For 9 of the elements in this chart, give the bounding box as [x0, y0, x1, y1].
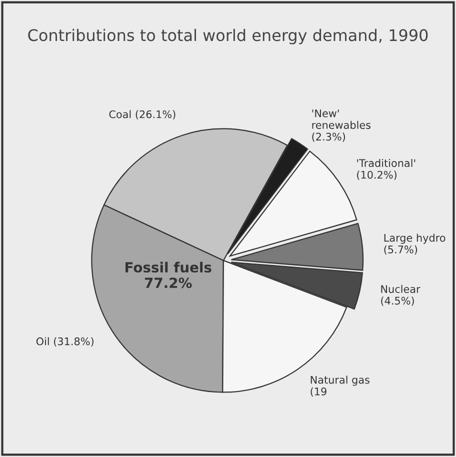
slice-label: Natural gas (19: [310, 376, 370, 397]
slice-label: 'New' renewables (2.3%): [312, 110, 371, 142]
slice-label: 'Traditional' (10.2%): [357, 158, 416, 180]
chart-title: Contributions to total world energy demand, 1990: [28, 28, 428, 44]
slice-label: Coal (26.1%): [109, 110, 176, 120]
slice-label: Nuclear (4.5%): [381, 284, 420, 306]
slice-label: Large hydro (5.7%): [384, 234, 446, 255]
slice-label: Oil (31.8%): [36, 337, 94, 347]
text: Fossil fuels 77.2%: [126, 262, 212, 288]
